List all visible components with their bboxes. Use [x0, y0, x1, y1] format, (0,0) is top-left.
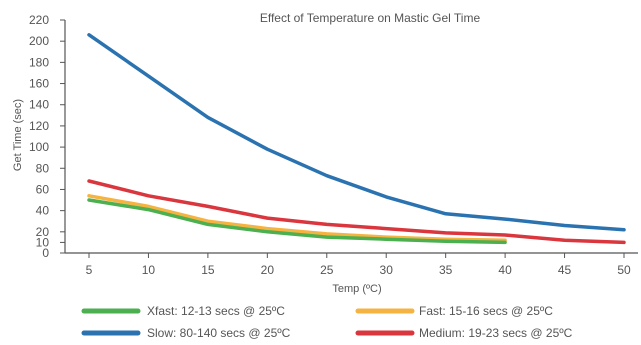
- x-tick-label: 5: [86, 263, 93, 277]
- x-tick-label: 15: [201, 263, 215, 277]
- y-tick-label: 80: [36, 161, 50, 175]
- x-tick-label: 25: [320, 263, 334, 277]
- y-axis-label: Get Time (sec): [12, 99, 24, 171]
- x-tick-label: 35: [439, 263, 453, 277]
- legend-label: Fast: 15-16 secs @ 25ºC: [419, 304, 553, 318]
- x-tick-label: 30: [380, 263, 394, 277]
- x-axis-label: Temp (ºC): [332, 283, 381, 295]
- legend: Xfast: 12-13 secs @ 25ºC Fast: 15-16 secs…: [81, 304, 573, 340]
- legend-label: Xfast: 12-13 secs @ 25ºC: [147, 304, 285, 318]
- y-tick-label: 200: [29, 34, 49, 48]
- y-tick-label: 60: [36, 182, 50, 196]
- y-tick-label: 20: [36, 225, 50, 239]
- chart-title: Effect of Temperature on Mastic Gel Time: [260, 11, 481, 25]
- x-tick-label: 40: [498, 263, 512, 277]
- y-tick-label: 180: [29, 55, 49, 69]
- x-tick-label: 45: [558, 263, 572, 277]
- series-line-2: [87, 194, 507, 243]
- y-tick-label: 0: [42, 246, 49, 260]
- series-line-1: [87, 198, 507, 245]
- legend-label: Medium: 19-23 secs @ 25ºC: [419, 326, 573, 340]
- series-line-4: [87, 179, 626, 245]
- y-tick-label: 140: [29, 98, 49, 112]
- y-tick-label: 220: [29, 13, 49, 27]
- x-tick-label: 20: [261, 263, 275, 277]
- x-tick-label: 10: [142, 263, 156, 277]
- y-tick-label: 10: [36, 235, 50, 249]
- series-lines: [87, 33, 626, 245]
- y-tick-label: 120: [29, 119, 49, 133]
- x-axis-ticks: 5 10 15 20 25 30 35 40 45 50: [86, 253, 631, 277]
- y-tick-label: 100: [29, 140, 49, 154]
- series-line-3: [87, 33, 626, 232]
- y-tick-label: 160: [29, 77, 49, 91]
- legend-label: Slow: 80-140 secs @ 25ºC: [147, 326, 291, 340]
- x-tick-label: 50: [617, 263, 631, 277]
- y-tick-label: 40: [36, 204, 50, 218]
